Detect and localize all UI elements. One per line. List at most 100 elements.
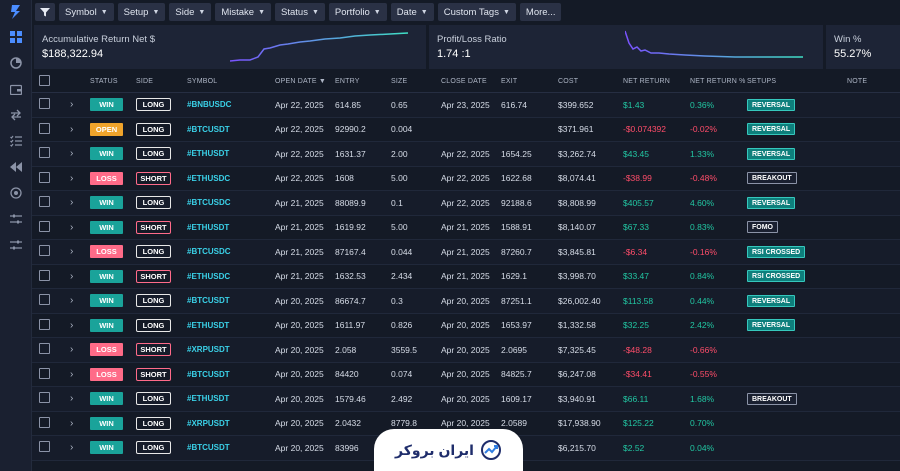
table-row[interactable]: › LOSS SHORT #ETHUSDC Apr 22, 2025 1608 5.00 Ap… xyxy=(32,167,900,191)
expand-chevron-icon[interactable]: › xyxy=(70,197,74,209)
column-entry[interactable]: ENTRY xyxy=(335,78,360,85)
symbol-link[interactable]: #BNBUSDC xyxy=(187,100,232,110)
symbol-link[interactable]: #BTCUSDT xyxy=(187,124,230,134)
column-cost[interactable]: COST xyxy=(558,78,579,85)
eye-icon[interactable] xyxy=(0,180,32,206)
symbol-link[interactable]: #ETHUSDT xyxy=(187,320,230,330)
sliders-icon[interactable] xyxy=(0,206,32,232)
setup-tag[interactable]: BREAKOUT xyxy=(747,392,797,405)
setup-tag[interactable]: RSI CROSSED xyxy=(747,270,806,283)
row-checkbox[interactable] xyxy=(39,367,50,379)
expand-chevron-icon[interactable]: › xyxy=(70,393,74,405)
expand-chevron-icon[interactable]: › xyxy=(70,99,74,111)
table-row[interactable]: › LOSS LONG #BTCUSDC Apr 21, 2025 87167.4 0.04… xyxy=(32,240,900,265)
symbol-link[interactable]: #BTCUSDC xyxy=(187,247,231,257)
row-checkbox[interactable] xyxy=(39,171,50,183)
wallet-icon[interactable] xyxy=(0,76,32,102)
filter-status-button[interactable]: Status ▼ xyxy=(275,3,325,21)
column-size[interactable]: SIZE xyxy=(391,78,408,85)
symbol-link[interactable]: #ETHUSDC xyxy=(187,173,231,183)
expand-chevron-icon[interactable]: › xyxy=(70,368,74,380)
setup-tag[interactable]: REVERSAL xyxy=(747,147,796,160)
table-row[interactable]: › WIN LONG #BTCUSDT Apr 20, 2025 86674.7 0.3 Ap… xyxy=(32,289,900,314)
rewind-icon[interactable] xyxy=(0,154,32,180)
filter-portfolio-button[interactable]: Portfolio ▼ xyxy=(328,3,387,21)
row-checkbox[interactable] xyxy=(39,343,50,355)
row-checkbox[interactable] xyxy=(39,318,50,330)
table-row[interactable]: › WIN LONG #BNBUSDC Apr 22, 2025 614.85 0.65 Ap… xyxy=(32,93,900,118)
symbol-link[interactable]: #BTCUSDT xyxy=(187,369,230,379)
pie-chart-icon[interactable] xyxy=(0,50,32,76)
filter-custom-tags-button[interactable]: Custom Tags ▼ xyxy=(437,3,516,21)
symbol-link[interactable]: #ETHUSDT xyxy=(187,222,230,232)
settings-sliders-icon[interactable] xyxy=(0,232,32,258)
table-row[interactable]: › WIN LONG #ETHUSDT Apr 22, 2025 1631.37 2.00 A… xyxy=(32,142,900,167)
filter-more-button[interactable]: More... xyxy=(519,3,562,21)
table-row[interactable]: › WIN SHORT #ETHUSDC Apr 21, 2025 1632.53 2.43… xyxy=(32,265,900,289)
dashboard-icon[interactable] xyxy=(0,24,32,50)
setup-tag[interactable]: BREAKOUT xyxy=(747,172,797,185)
setup-tag[interactable]: REVERSAL xyxy=(747,98,796,111)
expand-chevron-icon[interactable]: › xyxy=(70,344,74,356)
setup-tag[interactable]: RSI CROSSED xyxy=(747,245,806,258)
column-open-date[interactable]: OPEN DATE ▼ xyxy=(275,78,327,85)
expand-chevron-icon[interactable]: › xyxy=(70,270,74,282)
symbol-link[interactable]: #ETHUSDT xyxy=(187,149,230,159)
table-row[interactable]: › WIN LONG #ETHUSDT Apr 20, 2025 1579.46 2.492… xyxy=(32,387,900,412)
filter-mistake-button[interactable]: Mistake ▼ xyxy=(215,3,272,21)
column-side[interactable]: SIDE xyxy=(136,78,154,85)
checklist-icon[interactable] xyxy=(0,128,32,154)
column-setups[interactable]: SETUPS xyxy=(747,78,777,85)
setup-tag[interactable]: REVERSAL xyxy=(747,294,796,307)
table-row[interactable]: › OPEN LONG #BTCUSDT Apr 22, 2025 92990.2 0.00… xyxy=(32,118,900,142)
column-exit[interactable]: EXIT xyxy=(501,78,518,85)
expand-chevron-icon[interactable]: › xyxy=(70,123,74,135)
filter-side-button[interactable]: Side ▼ xyxy=(169,3,212,21)
expand-chevron-icon[interactable]: › xyxy=(70,246,74,258)
row-checkbox[interactable] xyxy=(39,269,50,281)
symbol-link[interactable]: #XRPUSDT xyxy=(187,345,230,355)
expand-chevron-icon[interactable]: › xyxy=(70,442,74,454)
table-row[interactable]: › WIN LONG #BTCUSDC Apr 21, 2025 88089.9 0.1 Ap… xyxy=(32,191,900,216)
expand-chevron-icon[interactable]: › xyxy=(70,295,74,307)
expand-chevron-icon[interactable]: › xyxy=(70,148,74,160)
row-checkbox[interactable] xyxy=(39,392,50,404)
row-checkbox[interactable] xyxy=(39,147,50,159)
filter-toggle-button[interactable] xyxy=(35,3,55,21)
symbol-link[interactable]: #ETHUSDC xyxy=(187,271,231,281)
column-note[interactable]: NOTE xyxy=(847,78,868,85)
setup-tag[interactable]: REVERSAL xyxy=(747,196,796,209)
select-all-checkbox[interactable] xyxy=(39,75,50,86)
column-net-return[interactable]: NET RETURN xyxy=(623,78,670,85)
expand-chevron-icon[interactable]: › xyxy=(70,319,74,331)
table-row[interactable]: › LOSS SHORT #BTCUSDT Apr 20, 2025 84420 0.074… xyxy=(32,363,900,387)
symbol-link[interactable]: #XRPUSDT xyxy=(187,418,230,428)
column-status[interactable]: STATUS xyxy=(90,78,118,85)
filter-date-button[interactable]: Date ▼ xyxy=(390,3,434,21)
column-net-return-pct[interactable]: NET RETURN % xyxy=(690,78,746,85)
symbol-link[interactable]: #BTCUSDC xyxy=(187,198,231,208)
transfer-icon[interactable] xyxy=(0,102,32,128)
app-logo[interactable] xyxy=(0,0,32,24)
table-row[interactable]: › WIN SHORT #ETHUSDT Apr 21, 2025 1619.92 5.00… xyxy=(32,216,900,240)
column-symbol[interactable]: SYMBOL xyxy=(187,78,218,85)
row-checkbox[interactable] xyxy=(39,98,50,110)
symbol-link[interactable]: #BTCUSDT xyxy=(187,443,230,453)
row-checkbox[interactable] xyxy=(39,416,50,428)
table-row[interactable]: › LOSS SHORT #XRPUSDT Apr 20, 2025 2.058 3559.… xyxy=(32,338,900,363)
column-close-date[interactable]: CLOSE DATE xyxy=(441,78,487,85)
row-checkbox[interactable] xyxy=(39,122,50,134)
setup-tag[interactable]: REVERSAL xyxy=(747,319,796,332)
symbol-link[interactable]: #ETHUSDT xyxy=(187,394,230,404)
row-checkbox[interactable] xyxy=(39,196,50,208)
symbol-link[interactable]: #BTCUSDT xyxy=(187,296,230,306)
expand-chevron-icon[interactable]: › xyxy=(70,417,74,429)
filter-symbol-button[interactable]: Symbol ▼ xyxy=(59,3,114,21)
row-checkbox[interactable] xyxy=(39,245,50,257)
setup-tag[interactable]: REVERSAL xyxy=(747,123,796,136)
setup-tag[interactable]: FOMO xyxy=(747,221,778,234)
expand-chevron-icon[interactable]: › xyxy=(70,221,74,233)
table-row[interactable]: › WIN LONG #ETHUSDT Apr 20, 2025 1611.97 0.826… xyxy=(32,314,900,338)
row-checkbox[interactable] xyxy=(39,441,50,453)
expand-chevron-icon[interactable]: › xyxy=(70,172,74,184)
